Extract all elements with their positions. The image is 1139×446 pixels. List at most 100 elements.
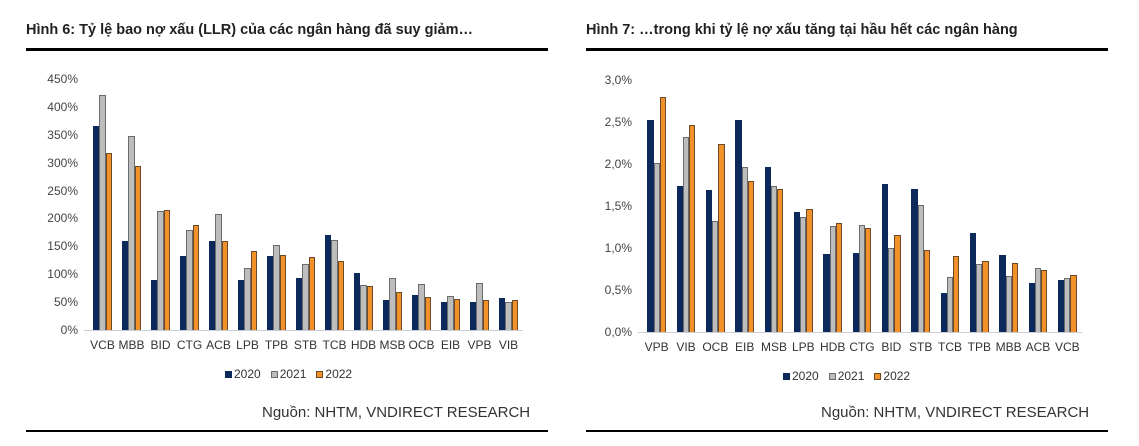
bar-lpb-2020 xyxy=(794,211,801,332)
legend-item-2022: 2022 xyxy=(316,367,352,381)
bar-ocb-2022 xyxy=(424,296,431,330)
bar-group-mbb xyxy=(122,79,141,330)
bar-vib-2020 xyxy=(499,297,506,330)
x-tick-label: TPB xyxy=(967,340,991,354)
legend-swatch-2020 xyxy=(783,372,790,380)
bar-mbb-2021 xyxy=(128,135,135,330)
bar-bid-2021 xyxy=(157,210,164,330)
x-tick-label: CTG xyxy=(849,340,875,354)
legend-swatch-2022 xyxy=(874,372,882,380)
x-tick-label: STB xyxy=(908,340,933,354)
x-tick-label: TPB xyxy=(264,338,289,352)
x-tick-label: STB xyxy=(293,338,318,352)
y-tick-label: 0% xyxy=(60,323,78,337)
bar-vcb-2022 xyxy=(1070,274,1077,332)
bar-group-vpb xyxy=(470,79,489,330)
bar-vcb-2021 xyxy=(99,94,106,330)
legend-item-2020: 2020 xyxy=(225,367,261,381)
bar-eib-2020 xyxy=(735,120,742,332)
x-tick-label: CTG xyxy=(176,338,203,352)
bar-tpb-2020 xyxy=(267,255,274,330)
bar-tcb-2021 xyxy=(331,239,338,330)
x-tick-label: TCB xyxy=(322,338,347,352)
bar-group-hdb xyxy=(823,80,842,332)
bar-group-bid xyxy=(151,79,170,330)
x-tick-label: HDB xyxy=(350,338,377,352)
y-tick-label: 50% xyxy=(53,295,78,310)
y-tick-label: 150% xyxy=(47,239,78,254)
bar-group-stb xyxy=(911,80,930,332)
bar-group-hdb xyxy=(354,79,373,330)
bar-group-msb xyxy=(764,80,784,332)
legend-label-2021: 2021 xyxy=(837,369,865,383)
bar-tpb-2022 xyxy=(982,261,989,332)
bar-group-acb xyxy=(209,79,228,330)
legend-swatch-2020 xyxy=(225,370,232,378)
bar-bid-2022 xyxy=(894,234,901,332)
bar-msb-2020 xyxy=(383,299,390,330)
y-tick-label: 1,0% xyxy=(604,241,632,255)
bar-tcb-2020 xyxy=(325,234,332,330)
bar-msb-2021 xyxy=(389,277,396,330)
bar-acb-2020 xyxy=(209,240,216,330)
bar-msb-2022 xyxy=(777,189,784,332)
figure-6-title-rule xyxy=(26,48,548,51)
bar-ctg-2020 xyxy=(852,253,859,332)
x-axis-line xyxy=(638,332,1082,333)
bar-group-acb xyxy=(1028,80,1048,332)
bar-group-vcb xyxy=(1058,80,1077,332)
y-tick-label: 3,0% xyxy=(604,73,632,87)
bar-bid-2022 xyxy=(163,209,170,330)
bar-hdb-2022 xyxy=(835,222,842,332)
bar-acb-2021 xyxy=(215,213,222,330)
bar-vcb-2021 xyxy=(1064,278,1071,332)
bar-acb-2020 xyxy=(1028,283,1035,332)
bar-ctg-2022 xyxy=(865,227,872,332)
x-tick-label: LPB xyxy=(791,340,815,354)
y-tick-label: 100% xyxy=(47,267,78,282)
bar-vcb-2020 xyxy=(1058,279,1065,332)
bar-group-stb xyxy=(296,79,315,330)
bar-mbb-2020 xyxy=(999,254,1006,332)
x-tick-label: EIB xyxy=(440,338,461,352)
legend-item-2021: 2021 xyxy=(270,367,306,381)
figure-6-legend: 2020 2021 2022 xyxy=(225,367,352,381)
bar-msb-2020 xyxy=(764,166,771,332)
legend-swatch-2021 xyxy=(270,370,278,378)
x-tick-label: BID xyxy=(881,340,902,354)
y-tick-label: 2,0% xyxy=(604,157,632,171)
legend-swatch-2022 xyxy=(316,370,324,378)
bar-bid-2021 xyxy=(888,248,895,332)
x-tick-label: EIB xyxy=(734,340,755,354)
bar-ctg-2020 xyxy=(180,255,187,330)
figure-7-source: Nguồn: NHTM, VNDIRECT RESEARCH xyxy=(821,404,1090,421)
bar-tpb-2021 xyxy=(273,245,280,330)
bar-eib-2021 xyxy=(447,295,454,330)
x-tick-label: VIB xyxy=(498,338,519,352)
y-tick-label: 250% xyxy=(47,183,78,198)
bar-hdb-2022 xyxy=(366,285,373,330)
legend-label-2020: 2020 xyxy=(792,369,819,383)
bar-lpb-2020 xyxy=(238,280,245,330)
x-tick-label: BID xyxy=(150,338,171,352)
x-tick-label: OCB xyxy=(408,338,435,352)
x-tick-label: VCB xyxy=(90,338,115,352)
bar-group-eib xyxy=(441,79,460,330)
bar-group-mbb xyxy=(999,80,1018,332)
bar-mbb-2021 xyxy=(1005,275,1012,332)
bar-vib-2021 xyxy=(505,301,512,330)
bar-mbb-2020 xyxy=(122,240,129,330)
x-tick-label: VPB xyxy=(644,340,669,354)
figure-7-bottom-rule xyxy=(586,430,1108,432)
y-tick-label: 0,5% xyxy=(604,283,632,297)
bar-group-vcb xyxy=(93,79,112,330)
legend-label-2020: 2020 xyxy=(234,367,261,381)
y-tick-label: 400% xyxy=(47,99,78,114)
bar-acb-2022 xyxy=(1041,269,1048,332)
bar-ocb-2020 xyxy=(706,190,713,332)
x-tick-label: VPB xyxy=(467,338,492,352)
legend-item-2022: 2022 xyxy=(874,369,910,383)
bar-group-tpb xyxy=(267,79,286,330)
y-tick-label: 0,0% xyxy=(604,325,632,339)
y-tick-label: 2,5% xyxy=(604,115,632,129)
